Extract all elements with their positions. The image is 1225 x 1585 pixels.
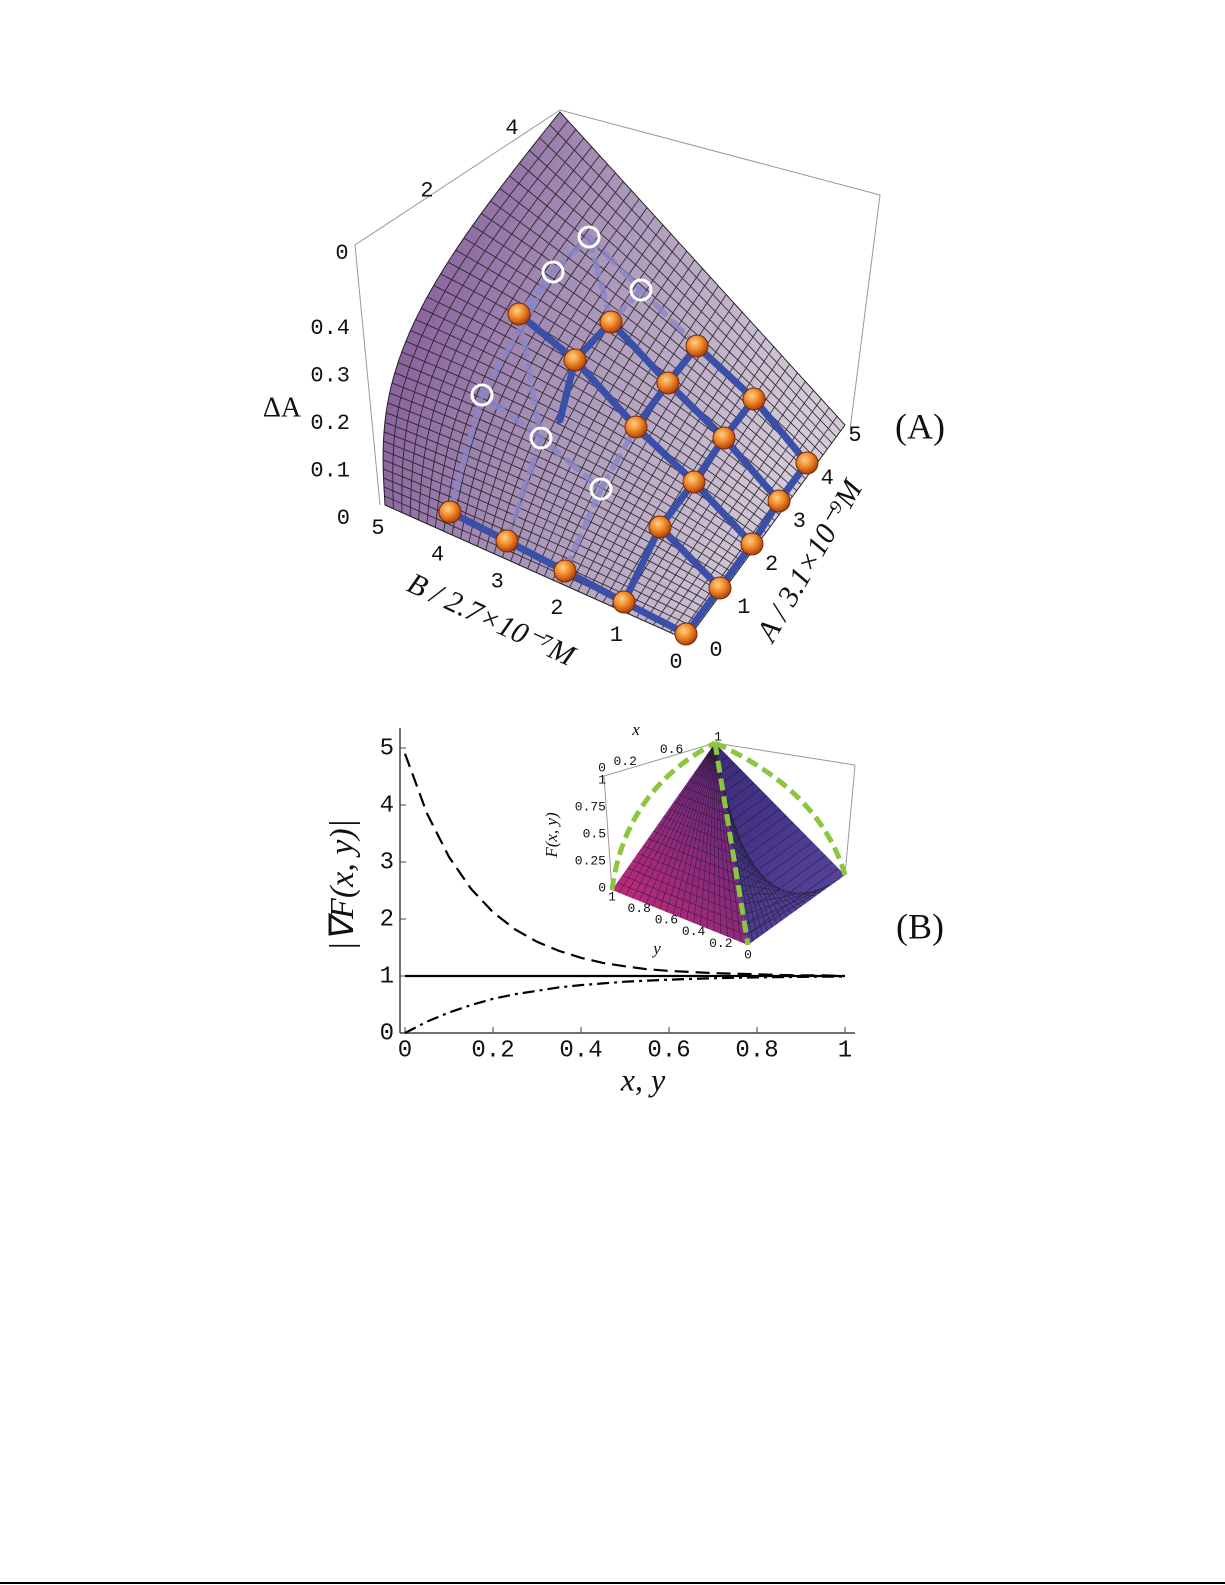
y-tick-label: 0: [380, 1020, 394, 1047]
z-axis-label: F(x, y): [542, 812, 561, 859]
x-axis-label: x, y: [620, 1061, 666, 1097]
open-points: [470, 225, 653, 501]
y-tick-label: 0.6: [655, 913, 678, 928]
y-tick-label: 5: [380, 735, 394, 762]
x-tick-label: 0.4: [559, 1037, 602, 1064]
x-axis-label: x: [631, 720, 640, 739]
z-tick-label: 0.3: [310, 363, 350, 388]
inset: x y F(x, y) 0 0.20.6100.20.40.60.8100.250…: [542, 720, 856, 962]
y-tick-label: 4: [821, 466, 834, 491]
x-tick-label: 5: [371, 516, 384, 541]
x-tick-label: 4: [431, 543, 444, 568]
surface: [612, 742, 845, 945]
y-tick-label: 3: [793, 509, 806, 534]
x-tick-label: 1: [714, 729, 722, 744]
x-tick-label: 1: [838, 1037, 852, 1064]
series-line: [404, 975, 845, 1034]
z-tick-label: 1: [598, 772, 606, 787]
x-tick-label: 0.2: [471, 1037, 514, 1064]
x-tick-label: 0.2: [613, 754, 636, 769]
z-tick-label: 0.5: [583, 826, 606, 841]
y-tick-label: 2: [765, 552, 778, 577]
z2-tick-label: 0: [335, 241, 348, 266]
y-tick-label: 1: [380, 963, 394, 990]
x-tick-label: 2: [550, 596, 563, 621]
x-tick-label: 0: [669, 650, 682, 675]
measured-points: [438, 302, 819, 646]
y-tick-label: 0.4: [682, 924, 706, 939]
y-tick-label: 1: [737, 595, 750, 620]
x-tick-label: 0: [598, 760, 606, 775]
x-tick-label: 1: [610, 623, 623, 648]
x-tick-label: 0.6: [660, 742, 683, 757]
z-tick-label: 0: [337, 506, 350, 531]
x-tick-label: 3: [491, 569, 504, 594]
y-tick-label: 0: [744, 947, 752, 962]
box-edges: [354, 109, 881, 506]
x-tick-label: 0.8: [735, 1037, 778, 1064]
panel-label: (B): [896, 906, 944, 946]
x-tick-label: 0: [398, 1037, 412, 1064]
z-tick-label: 0.2: [310, 411, 350, 436]
z-tick-label: 0.4: [310, 316, 350, 341]
network: [446, 232, 811, 638]
y-tick-label: 0.2: [709, 936, 732, 951]
y-tick-label: 5: [848, 423, 861, 448]
surface: [382, 111, 846, 641]
z2-tick-label: 2: [420, 178, 433, 203]
ridge-lines: [609, 740, 848, 946]
y-tick-label: 0.8: [627, 901, 650, 916]
y-tick-label: 2: [380, 906, 394, 933]
y-axis-label: y: [651, 939, 661, 958]
z-tick-label: 0.1: [310, 458, 350, 483]
y-tick-label: 3: [380, 849, 394, 876]
y-tick-label: 1: [608, 889, 616, 904]
series-line: [403, 753, 846, 978]
z-tick-label: 0.75: [575, 799, 606, 814]
panel-a: ΔA B / 2.7×10⁻⁷M A / 3.1×10⁻⁹M (A) 01234…: [263, 109, 945, 675]
z-tick-label: 0.25: [575, 853, 606, 868]
z2-tick-label: 4: [505, 116, 518, 141]
panel-label: (A): [895, 406, 945, 446]
x-tick-label: 0.6: [647, 1037, 690, 1064]
y-tick-label: 0: [709, 638, 722, 663]
y-tick-label: 4: [380, 792, 394, 819]
z-tick-label: 0: [598, 880, 606, 895]
y-axis-label: |∇F(x, y)|: [324, 819, 361, 951]
z-axis-label: ΔA: [263, 392, 302, 423]
